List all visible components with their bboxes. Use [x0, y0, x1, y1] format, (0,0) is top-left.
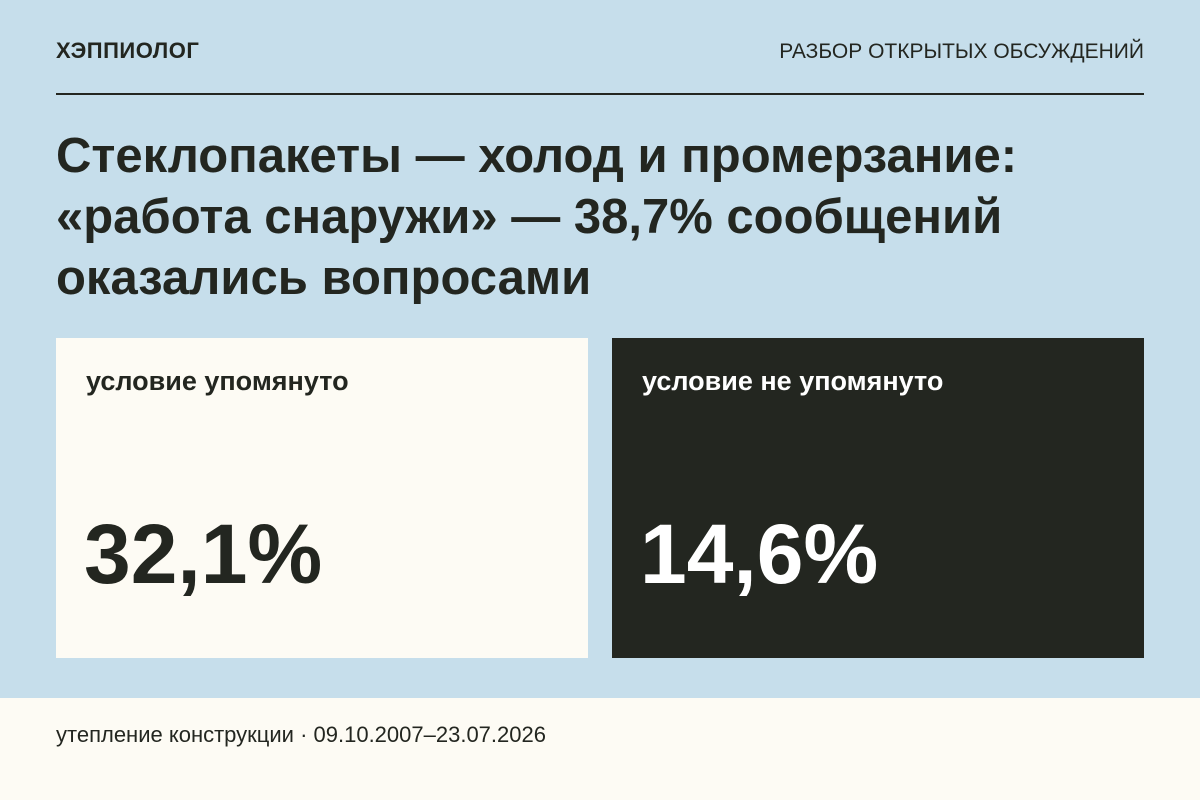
title: Стеклопакеты — холод и промерзание: «рабо…: [56, 126, 1017, 309]
card-label: условие не упомянуто: [642, 366, 944, 396]
card-value: 32,1%: [84, 507, 323, 601]
footer: утепление конструкции · 09.10.2007–23.07…: [0, 698, 1200, 800]
title-line: Стеклопакеты — холод и промерзание:: [56, 129, 1018, 183]
title-line: «работа снаружи» — 38,7% сообщений: [56, 190, 1003, 244]
divider: [56, 93, 1144, 95]
card-label: условие упомянуто: [86, 366, 349, 396]
section-label: РАЗБОР ОТКРЫТЫХ ОБСУЖДЕНИЙ: [779, 40, 1144, 63]
stat-card: условие не упомянуто 14,6%: [612, 338, 1144, 658]
stat-card: условие упомянуто 32,1%: [56, 338, 588, 658]
title-line: оказались вопросами: [56, 251, 592, 305]
card-value: 14,6%: [640, 507, 879, 601]
footer-text: утепление конструкции · 09.10.2007–23.07…: [56, 722, 546, 747]
brand: ХЭППИОЛОГ: [56, 38, 200, 63]
